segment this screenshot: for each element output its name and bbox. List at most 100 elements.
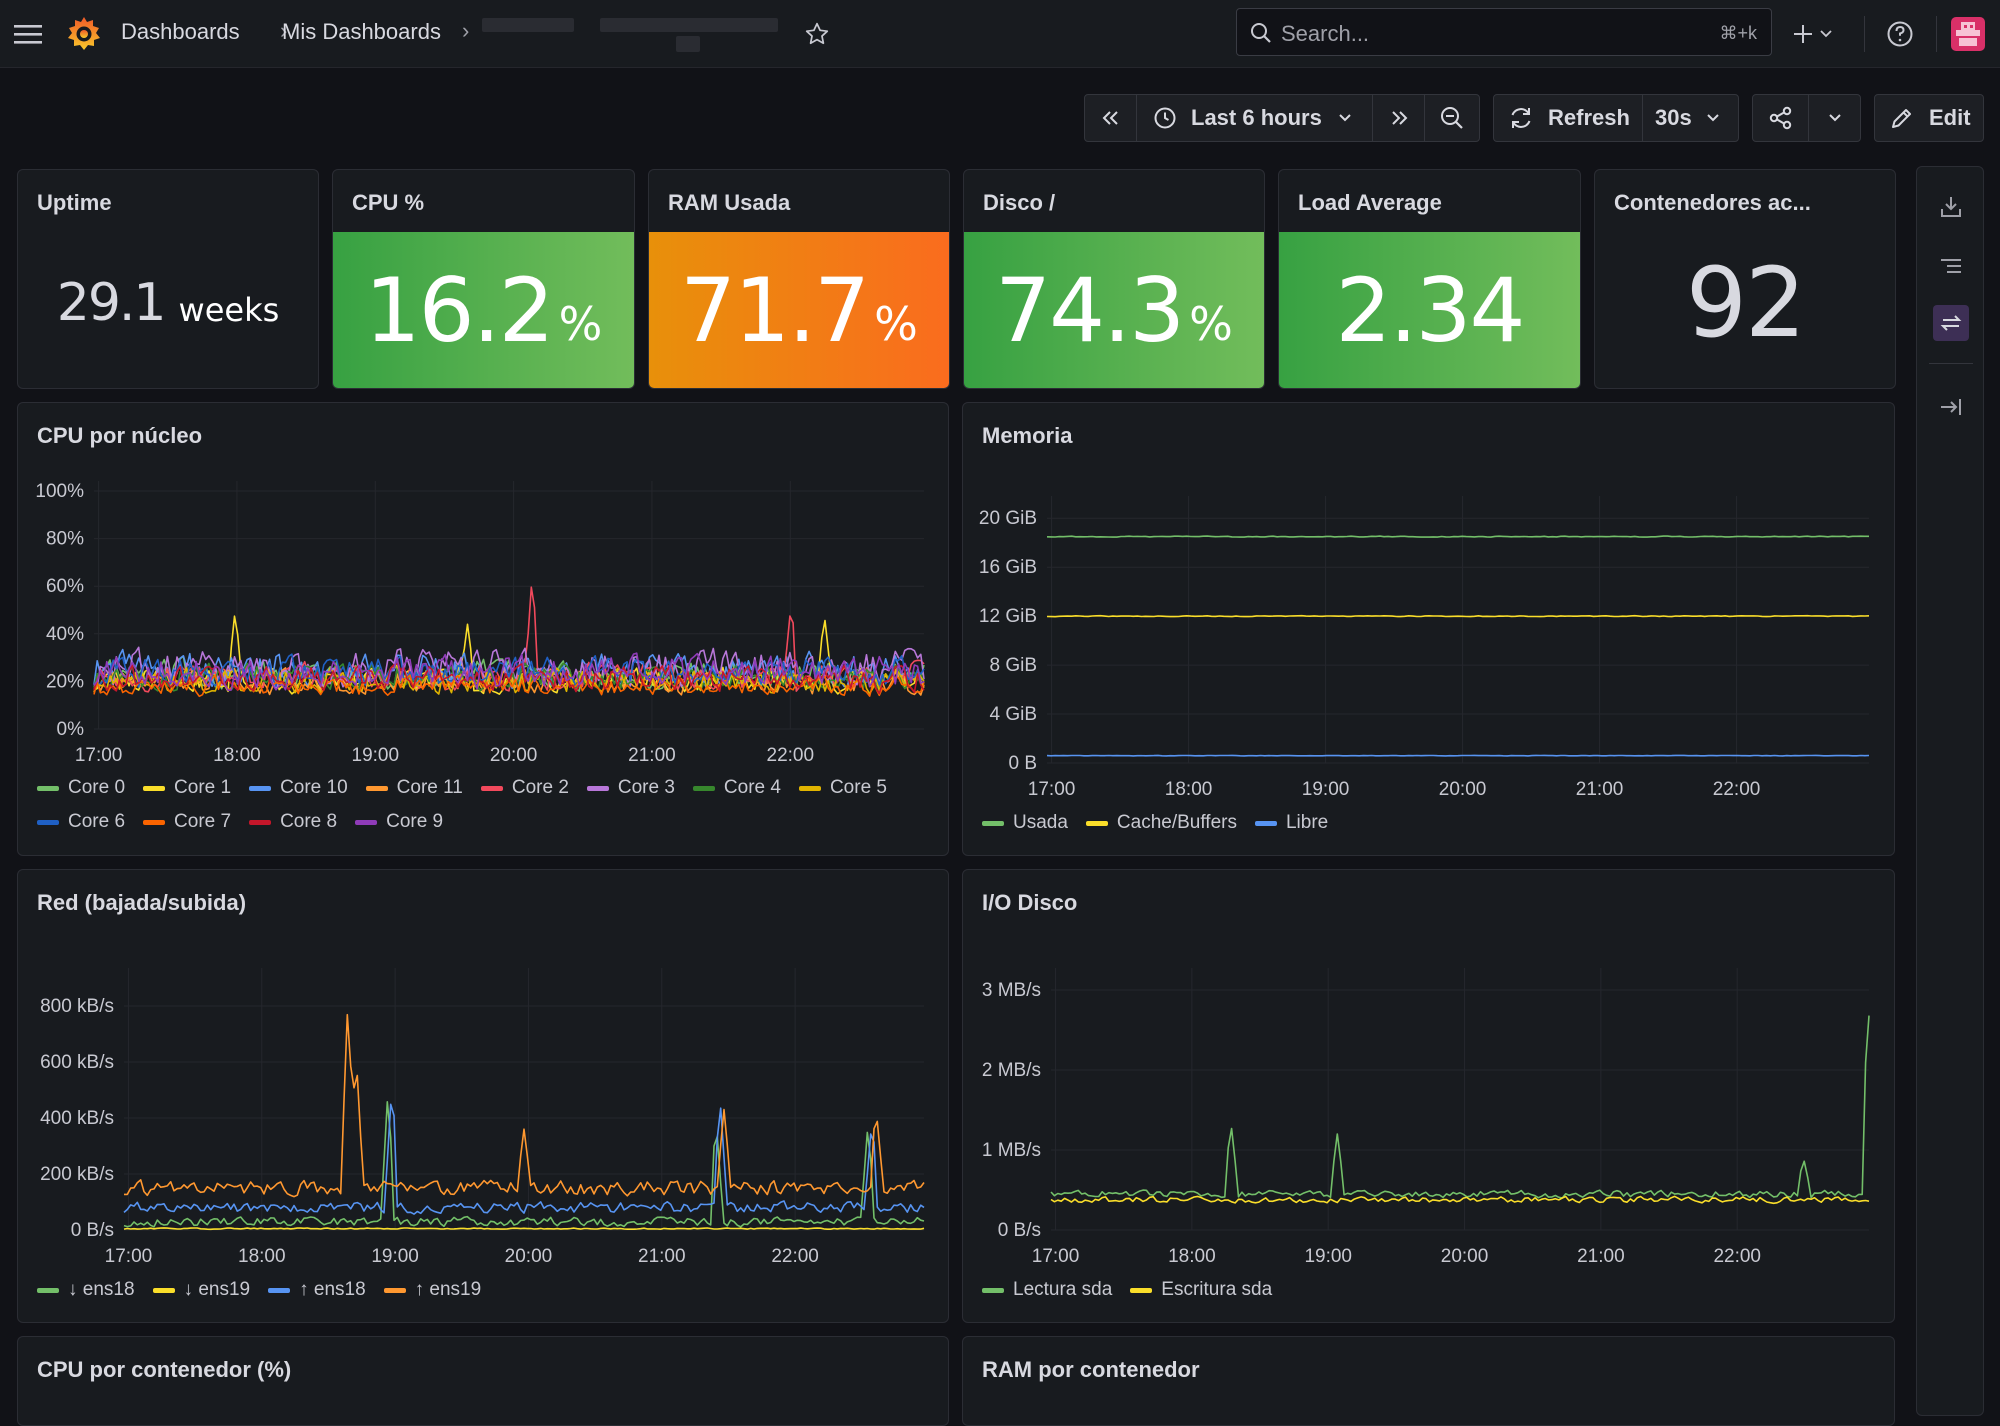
legend-swatch <box>249 785 272 791</box>
x-tick-label: 19:00 <box>352 745 400 766</box>
legend-item[interactable]: Usada <box>982 812 1068 834</box>
legend-item[interactable]: Cache/Buffers <box>1085 812 1237 834</box>
user-avatar[interactable] <box>1948 14 1988 54</box>
cpu-per-core-chart[interactable]: 0% 20% 40% 60% 80% 100% 17:00 18:00 19:00 20:00 21… <box>18 403 949 856</box>
search-icon <box>1249 21 1273 50</box>
chart-legend: Lectura sda Escritura sda <box>982 1279 1882 1301</box>
stat-panel[interactable]: Disco / 74.3% <box>963 169 1265 389</box>
panel-io-disco[interactable]: I/O Disco 0 B/s 1 MB/s 2 MB/s 3 MB/s 17:00 18… <box>962 869 1895 1323</box>
memory-chart[interactable]: 0 B 4 GiB 8 GiB 12 GiB 16 GiB 20 GiB 17:00 18:0… <box>963 403 1895 856</box>
top-navbar: Dashboards › Mis Dashboards › Search... … <box>0 0 2000 68</box>
disk-io-chart[interactable]: 0 B/s 1 MB/s 2 MB/s 3 MB/s 17:00 18:00 19:00 20… <box>963 870 1895 1323</box>
legend-item[interactable]: Core 11 <box>365 777 463 799</box>
x-tick-label: 18:00 <box>1165 779 1213 800</box>
x-tick-label: 17:00 <box>75 745 123 766</box>
stat-panel[interactable]: Contenedores ac... 92 <box>1594 169 1896 389</box>
x-tick-label: 20:00 <box>1441 1246 1489 1267</box>
y-tick-label: 80% <box>46 529 84 550</box>
time-shift-back-button[interactable] <box>1084 94 1137 142</box>
breadcrumb-dashboards[interactable]: Dashboards <box>121 19 240 44</box>
legend-item[interactable]: Core 7 <box>143 811 231 833</box>
legend-swatch <box>365 785 388 791</box>
legend-swatch <box>480 785 503 791</box>
stat-value-area: 16.2% <box>333 232 634 388</box>
export-icon[interactable] <box>1933 189 1969 225</box>
legend-label: Usada <box>1013 812 1068 833</box>
legend-item[interactable]: Core 0 <box>37 777 125 799</box>
panel-red[interactable]: Red (bajada/subida) 0 B/s 200 kB/s 400 kB/… <box>17 869 949 1323</box>
legend-item[interactable]: ↓ ens18 <box>37 1279 135 1301</box>
stat-value: 74.3 <box>995 258 1185 362</box>
refresh-interval-picker[interactable]: 30s <box>1642 94 1739 142</box>
share-options-dropdown[interactable] <box>1808 94 1861 142</box>
legend-label: ↓ ens18 <box>68 1279 135 1300</box>
share-button[interactable] <box>1752 94 1809 142</box>
legend-item[interactable]: Core 3 <box>586 777 675 799</box>
search-placeholder: Search... <box>1281 21 1370 46</box>
time-shift-forward-button[interactable] <box>1372 94 1425 142</box>
y-tick-label: 12 GiB <box>979 606 1037 627</box>
edit-button[interactable]: Edit <box>1874 94 1984 142</box>
x-tick-label: 20:00 <box>505 1246 553 1267</box>
legend-item[interactable]: Core 5 <box>798 777 887 799</box>
legend-item[interactable]: Core 10 <box>249 777 348 799</box>
legend-item[interactable]: Core 6 <box>37 811 125 833</box>
share-icon <box>1769 106 1791 130</box>
grafana-logo-icon[interactable] <box>64 14 104 54</box>
panel-title: CPU por núcleo <box>37 423 203 448</box>
refresh-icon <box>1511 108 1531 128</box>
panel-ram-por-contenedor[interactable]: RAM por contenedor <box>962 1336 1895 1426</box>
help-icon[interactable] <box>1880 14 1920 54</box>
search-input[interactable]: Search... ⌘+k <box>1236 8 1772 56</box>
legend-item[interactable]: Libre <box>1254 812 1328 834</box>
series-line-libre <box>1046 754 1870 757</box>
legend-item[interactable]: Core 8 <box>249 811 337 833</box>
x-tick-label: 20:00 <box>1439 779 1487 800</box>
stat-panel[interactable]: RAM Usada 71.7% <box>648 169 950 389</box>
star-icon[interactable] <box>800 14 834 54</box>
stat-unit: weeks <box>178 291 280 329</box>
add-new-button[interactable] <box>1790 14 1842 54</box>
zoom-out-button[interactable] <box>1424 94 1480 142</box>
legend-swatch <box>355 819 378 825</box>
panel-cpu-por-contenedor[interactable]: CPU por contenedor (%) <box>17 1336 949 1426</box>
legend-swatch <box>692 785 715 791</box>
swap-icon[interactable] <box>1933 305 1969 341</box>
toolbar-divider <box>1936 16 1937 52</box>
outline-icon[interactable] <box>1933 249 1969 285</box>
legend-item[interactable]: ↓ ens19 <box>152 1279 250 1301</box>
legend-label: ↑ ens18 <box>299 1279 366 1300</box>
legend-item[interactable]: ↑ ens18 <box>268 1279 366 1301</box>
legend-label: Core 5 <box>829 777 887 798</box>
search-shortcut: ⌘+k <box>1719 23 1757 43</box>
legend-item[interactable]: Core 9 <box>355 811 443 833</box>
stat-panel[interactable]: Load Average 2.34 <box>1278 169 1581 389</box>
stat-panel[interactable]: CPU % 16.2% <box>332 169 635 389</box>
panel-cpu-por-nucleo[interactable]: CPU por núcleo 0% 20% 40% 60% 80% 100% 17:00 18… <box>17 402 949 856</box>
y-tick-label: 4 GiB <box>989 704 1037 725</box>
breadcrumb-mis-dashboards[interactable]: Mis Dashboards <box>282 19 441 44</box>
series-line--ens19 <box>123 1227 925 1231</box>
collapse-rail-icon[interactable] <box>1933 389 1969 425</box>
stat-panel[interactable]: Uptime 29.1 weeks <box>17 169 319 389</box>
legend-item[interactable]: Escritura sda <box>1130 1279 1272 1301</box>
x-tick-label: 19:00 <box>371 1246 419 1267</box>
network-chart[interactable]: 0 B/s 200 kB/s 400 kB/s 600 kB/s 800 kB/s 17:… <box>18 870 949 1323</box>
legend-item[interactable]: Lectura sda <box>982 1279 1112 1301</box>
legend-item[interactable]: Core 1 <box>143 777 231 799</box>
time-range-picker[interactable]: Last 6 hours <box>1136 94 1373 142</box>
menu-icon[interactable] <box>8 14 48 54</box>
x-tick-label: 18:00 <box>213 745 261 766</box>
legend-label: Core 0 <box>68 777 126 798</box>
y-tick-label: 16 GiB <box>979 557 1037 578</box>
legend-item[interactable]: ↑ ens19 <box>383 1279 481 1301</box>
legend-swatch <box>37 819 59 825</box>
stat-value-area: 74.3% <box>964 232 1264 388</box>
legend-item[interactable]: Core 2 <box>480 777 569 799</box>
time-range-label: Last 6 hours <box>1191 105 1322 130</box>
chevron-down-icon <box>1828 114 1841 122</box>
refresh-button[interactable]: Refresh <box>1493 94 1643 142</box>
legend-item[interactable]: Core 4 <box>692 777 781 799</box>
legend-swatch <box>143 819 166 825</box>
panel-memoria[interactable]: Memoria 0 B 4 GiB 8 GiB 12 GiB 16 GiB 20 GiB 1… <box>962 402 1895 856</box>
